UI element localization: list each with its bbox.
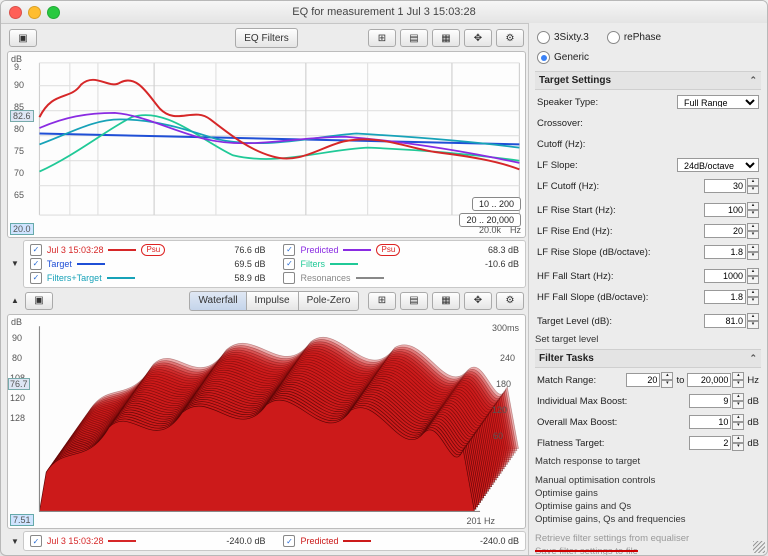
set-target-link[interactable]: Set target level: [535, 333, 761, 346]
hf-fall-start-input[interactable]: [704, 269, 746, 283]
speaker-type-select[interactable]: Full Range: [677, 95, 759, 109]
waterfall-toolbar: ▣ WaterfallImpulsePole-Zero ⊞ ▤ ▦ ✥ ⚙: [23, 290, 526, 312]
expand-icon[interactable]: ▲: [7, 296, 23, 305]
legend-item[interactable]: Predicted-240.0 dB: [283, 535, 519, 547]
capture2-button[interactable]: ▣: [25, 292, 53, 310]
y-marker: 82.6: [10, 110, 34, 122]
checkbox[interactable]: [30, 535, 42, 547]
match-from-input[interactable]: [626, 373, 660, 387]
chevron-up-icon: ⌃: [749, 75, 757, 86]
right-panel: 3Sixty.3 rePhase Generic Target Settings…: [528, 23, 767, 555]
legend-2: Jul 3 15:03:28-240.0 dB Predicted-240.0 d…: [23, 531, 526, 551]
chevron-up-icon: ⌃: [749, 353, 757, 364]
layout3-button[interactable]: ▤: [400, 292, 428, 310]
resize-handle-icon[interactable]: [753, 541, 765, 553]
match-to-input[interactable]: [687, 373, 731, 387]
overall-max-boost-input[interactable]: [689, 415, 731, 429]
layout1-button[interactable]: ▤: [400, 29, 428, 47]
lf-rise-end-input[interactable]: [704, 224, 746, 238]
task-link[interactable]: Manual optimisation controls: [535, 474, 761, 487]
view-tabs: WaterfallImpulsePole-Zero: [189, 291, 359, 311]
hf-fall-slope-input[interactable]: [704, 290, 746, 304]
equaliser-radios: 3Sixty.3 rePhase: [535, 27, 761, 48]
top-toolbar: ▣ EQ Filters ⊞ ▤ ▦ ✥ ⚙: [7, 27, 526, 49]
layout2-button[interactable]: ▦: [432, 29, 460, 47]
range-20-20k[interactable]: 20 .. 20,000: [459, 213, 521, 227]
move-button[interactable]: ✥: [464, 29, 492, 47]
legend-item[interactable]: Target69.5 dB: [30, 258, 266, 270]
tab-pole-zero[interactable]: Pole-Zero: [298, 291, 360, 311]
legend-item[interactable]: PredictedPsu68.3 dB: [283, 244, 519, 256]
task-link[interactable]: Retrieve filter settings from equaliser: [535, 532, 761, 545]
checkbox[interactable]: [283, 272, 295, 284]
lf-rise-start-input[interactable]: [704, 203, 746, 217]
layout4-button[interactable]: ▦: [432, 292, 460, 310]
stepper[interactable]: ▴▾: [747, 178, 759, 194]
target-level-input[interactable]: [704, 314, 746, 328]
settings-button[interactable]: ⚙: [496, 29, 524, 47]
limits2-button[interactable]: ⊞: [368, 292, 396, 310]
legend-item[interactable]: Filters+Target58.9 dB: [30, 272, 266, 284]
checkbox[interactable]: [283, 244, 295, 256]
x-start: 20.0: [10, 223, 34, 235]
task-link[interactable]: Match response to target: [535, 455, 761, 468]
checkbox[interactable]: [283, 535, 295, 547]
eq-window: EQ for measurement 1 Jul 3 15:03:28 ▣ EQ…: [0, 0, 768, 556]
titlebar: EQ for measurement 1 Jul 3 15:03:28: [1, 1, 767, 24]
limits-button[interactable]: ⊞: [368, 29, 396, 47]
lf-rise-slope-input[interactable]: [704, 245, 746, 259]
target-settings-header[interactable]: Target Settings⌃: [535, 71, 761, 90]
settings2-button[interactable]: ⚙: [496, 292, 524, 310]
collapse-legend-icon[interactable]: ▼: [7, 259, 23, 268]
task-link[interactable]: Optimise gains and Qs: [535, 500, 761, 513]
task-link[interactable]: Save filter settings to file: [535, 545, 761, 555]
checkbox[interactable]: [283, 258, 295, 270]
legend-item[interactable]: Jul 3 15:03:28Psu76.6 dB: [30, 244, 266, 256]
radio-generic[interactable]: [537, 51, 550, 64]
radio-rephase[interactable]: [607, 31, 620, 44]
flatness-input[interactable]: [689, 436, 731, 450]
task-link[interactable]: Optimise gains: [535, 487, 761, 500]
range-10-200[interactable]: 10 .. 200: [472, 197, 521, 211]
waterfall-chart[interactable]: dB 90 80 108 120 128 76.7 300ms 240 180 …: [7, 314, 526, 529]
ind-max-boost-input[interactable]: [689, 394, 731, 408]
legend-item[interactable]: Resonances: [283, 272, 519, 284]
checkbox[interactable]: [30, 244, 42, 256]
checkbox[interactable]: [30, 272, 42, 284]
capture-button[interactable]: ▣: [9, 29, 37, 47]
freq-response-chart[interactable]: dB 9. 90 85 80 75 70 65 82.6 20.0 20.0k …: [7, 51, 526, 238]
checkbox[interactable]: [30, 258, 42, 270]
radio-3sixty[interactable]: [537, 31, 550, 44]
lf-slope-select[interactable]: 24dB/octave: [677, 158, 759, 172]
collapse-legend2-icon[interactable]: ▼: [7, 537, 23, 546]
move2-button[interactable]: ✥: [464, 292, 492, 310]
filter-tasks-header[interactable]: Filter Tasks⌃: [535, 349, 761, 368]
window-title: EQ for measurement 1 Jul 3 15:03:28: [1, 6, 767, 18]
content: ▣ EQ Filters ⊞ ▤ ▦ ✥ ⚙: [1, 23, 767, 555]
tab-waterfall[interactable]: Waterfall: [189, 291, 246, 311]
task-link[interactable]: Optimise gains, Qs and frequencies: [535, 513, 761, 526]
legend-1: Jul 3 15:03:28Psu76.6 dB PredictedPsu68.3…: [23, 240, 526, 288]
tab-impulse[interactable]: Impulse: [246, 291, 299, 311]
legend-item[interactable]: Filters-10.6 dB: [283, 258, 519, 270]
lf-cutoff-input[interactable]: [704, 179, 746, 193]
eq-filters-button[interactable]: EQ Filters: [235, 28, 297, 48]
legend-item[interactable]: Jul 3 15:03:28-240.0 dB: [30, 535, 266, 547]
left-pane: ▣ EQ Filters ⊞ ▤ ▦ ✥ ⚙: [1, 23, 528, 555]
